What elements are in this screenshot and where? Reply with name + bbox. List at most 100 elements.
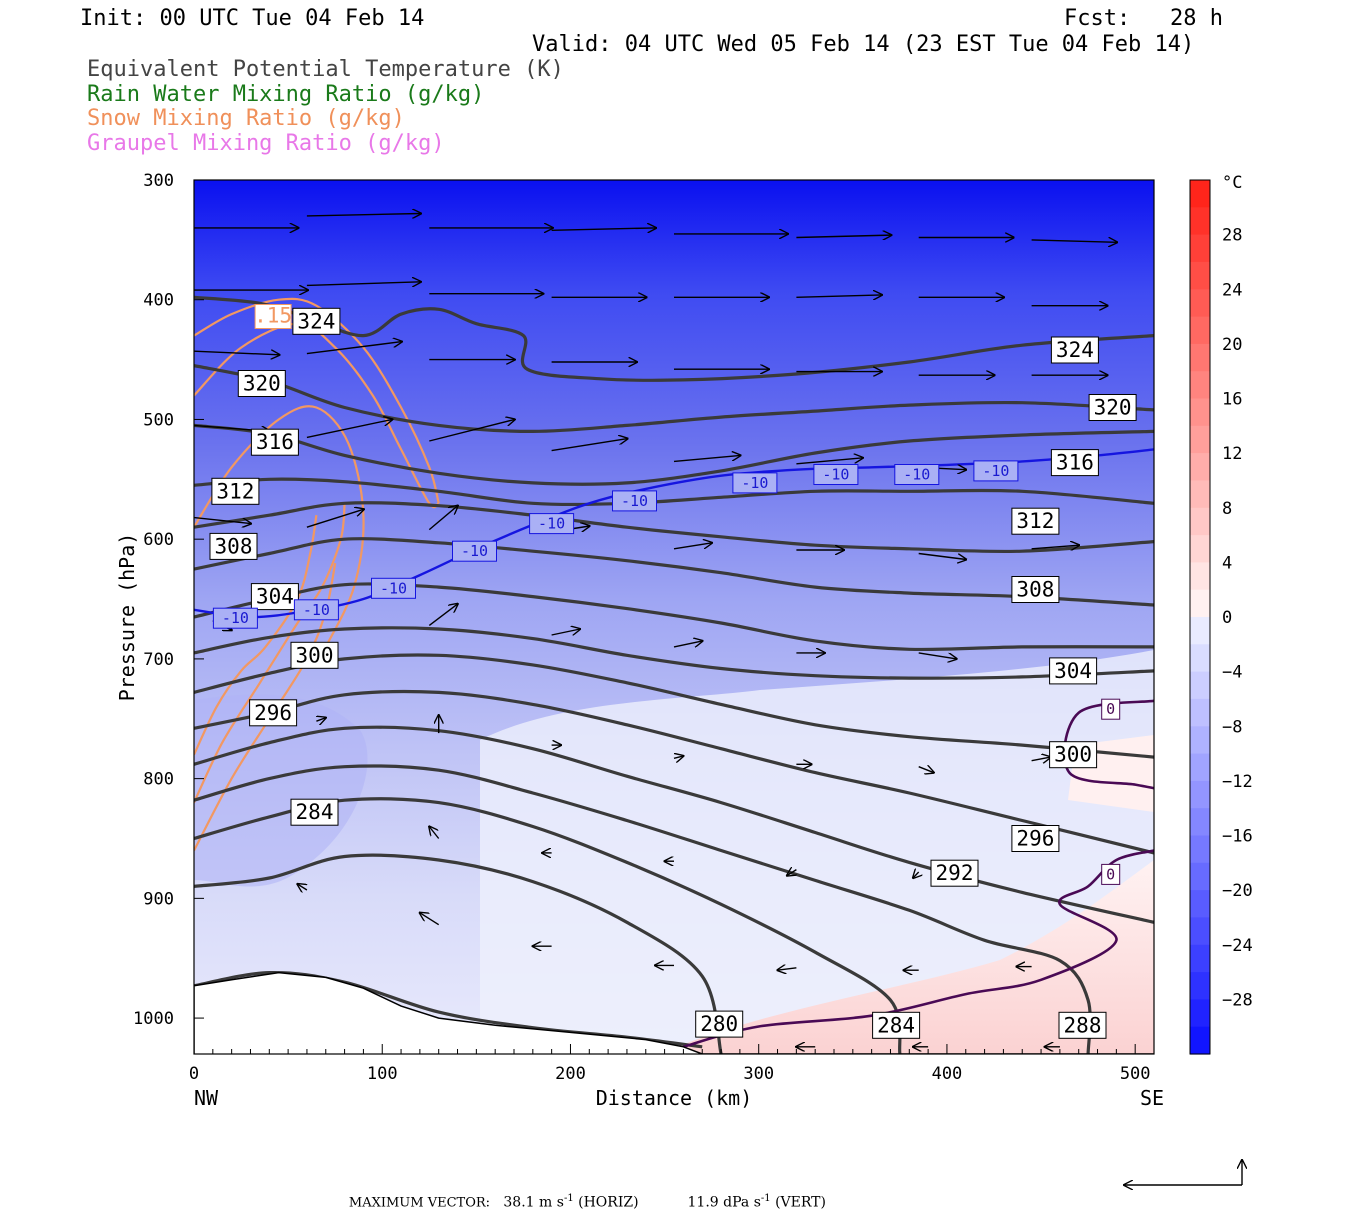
colorbar-swatch [1190,207,1210,236]
contour-label-box [237,370,286,397]
colorbar-tick-label: 12 [1222,444,1242,464]
colorbar-swatch [1190,261,1210,290]
contour-label: 300 [296,643,334,667]
wind-vector [306,342,402,355]
right-end-label: SE [1140,1086,1164,1110]
contour-label-box [1011,825,1060,852]
x-axis: 0 100 200 300 400 500 [189,1044,1151,1084]
contour-label-box [290,798,339,826]
isotherm-minus10-label: -10 [903,466,930,484]
colorbar-tick-label: 0 [1222,608,1232,628]
colorbar-swatch [1190,671,1210,700]
y-tick-label: 1000 [133,1009,174,1029]
x-tick-label: 0 [189,1064,199,1084]
isotherm-minus10-label: -10 [461,542,488,560]
horiz-unit: m s [539,1194,564,1211]
wind-vector [428,506,458,531]
theta-e-contour-line [194,853,723,1054]
theta-e-contour-line [194,582,1154,652]
y-tick-label: 600 [143,530,174,550]
snow-label: .15 [254,304,292,328]
y-tick-label: 900 [143,889,174,909]
colorbar-swatch [1190,753,1210,782]
isotherm-zero-line [1063,699,1154,790]
contour-label: 280 [700,1012,738,1036]
isotherm-minus10-label-box [371,577,416,599]
isotherm-minus10-label-box [212,607,258,629]
colorbar-swatch [1190,371,1210,400]
y-tick-label: 500 [143,410,174,430]
field-legend-item: Equivalent Potential Temperature (K) [87,57,564,82]
colorbar-swatch [1190,972,1210,1000]
theta-e-contour-line [194,764,1092,1054]
horiz-value: 38.1 [503,1194,535,1211]
contour-label: 312 [1016,509,1054,533]
colorbar-swatch [1190,698,1210,727]
wind-vector [1031,545,1080,549]
colorbar-tick-label: −8 [1222,717,1242,737]
wind-vector [918,652,957,659]
isotherm-zero-label-box [1101,698,1121,720]
colorbar-swatch [1190,835,1210,864]
contour-label-box [1058,1011,1107,1039]
y-tick-label: 300 [143,171,174,191]
isotherm-minus10-label-box [529,513,575,535]
plot-frame [193,179,1155,1055]
colorbar-swatch [1190,343,1210,372]
contour-label-box [290,641,339,669]
left-end-label: NW [194,1086,219,1110]
contour-label: 324 [1056,338,1094,362]
colorbar-swatch [1190,808,1210,837]
contour-label-box [1049,657,1098,685]
isotherm-minus10-label: -10 [303,601,330,619]
wind-vector [306,419,393,439]
isotherm-labels: -10 -10 -10 -10 -10 -10 -10 -10 -10 -10 0 0 [212,460,1121,885]
contour-label-box [1050,449,1099,477]
isotherm-minus10-label: -10 [822,466,849,484]
theta-e-contour-line [194,364,1154,434]
valid-time: Valid: 04 UTC Wed 05 Feb 14 (23 EST Tue … [532,32,1195,57]
isotherm-zero-line [683,849,1154,1049]
snow-contour-line [194,297,440,504]
contour-label: 320 [1094,396,1132,420]
contour-label-box [209,532,258,560]
wind-vector [306,509,364,528]
colorbar-tick-label: 20 [1222,335,1242,355]
wind-vector [673,455,741,463]
contour-label-box [872,1011,921,1039]
colorbar-tick-label: 8 [1222,499,1232,519]
init-time: Init: 00 UTC Tue 04 Feb 14 [80,6,425,31]
wind-vector [673,641,703,648]
contour-label: 288 [1064,1013,1102,1037]
isotherm-minus10-label-box [452,540,497,562]
contour-label-box [1049,741,1098,769]
max-vector-line: MAXIMUM VECTOR: 38.1 m s-1 (HORIZ) 11.9 … [340,1177,826,1211]
plot-area: 324 320 316 312 308 304 300 296 284 324 320 316 312 3… [194,180,1154,1054]
colorbar-swatch [1190,780,1210,809]
colorbar-frame [1189,179,1211,1055]
terrain [194,971,1154,1054]
isotherm-minus10-label: -10 [621,492,648,510]
contour-label-box [211,477,260,505]
max-vector-label: MAXIMUM VECTOR: [348,1195,491,1211]
colorbar-swatch [1190,917,1210,946]
contour-label-box [930,859,979,887]
wind-vector [673,543,712,550]
wind-vector [674,756,684,758]
wind-vector [551,629,581,636]
field-legend-item: Rain Water Mixing Ratio (g/kg) [87,81,485,107]
contour-label: 308 [1016,578,1054,602]
colorbar-swatch [1190,316,1210,345]
wind-vector [796,235,891,237]
contour-label-box [1050,336,1099,364]
colorbar-tick-label: −20 [1222,881,1253,901]
colorbar-swatch [1190,453,1210,481]
theta-e-contour-line [194,423,1154,486]
wind-vector [796,458,863,465]
contour-label-box [1011,576,1060,603]
isotherm-minus10-label-box [813,464,859,485]
mild-region-fill [480,650,1154,1054]
isotherm-zero-label-box [1101,863,1121,885]
colorbar-tick-label: −24 [1222,936,1253,956]
